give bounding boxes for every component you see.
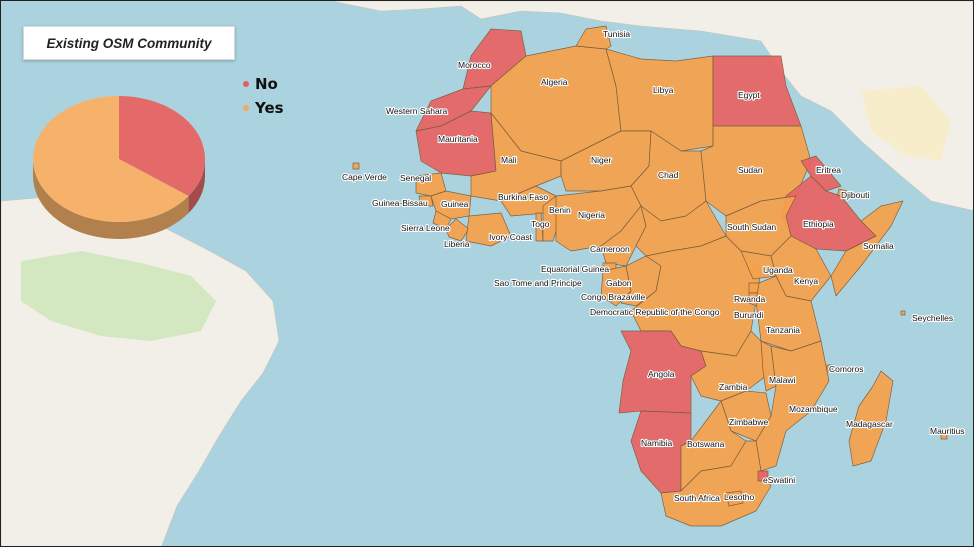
country-label-western-sahara: Western Sahara	[386, 106, 448, 116]
country-label-senegal: Senegal	[400, 173, 431, 183]
pie-side-no	[188, 159, 205, 214]
country-label-malawi: Malawi	[769, 375, 796, 385]
country-gabon[interactable]	[600, 265, 632, 307]
country-label-algeria: Algeria	[541, 77, 568, 87]
country-label-sudan: Sudan	[738, 165, 763, 175]
country-label-madagascar: Madagascar	[846, 419, 893, 429]
country-label-burkina-faso: Burkina Faso	[498, 192, 548, 202]
country-label-equatorial-guinea: Equatorial Guinea	[541, 264, 609, 274]
country-label-angola: Angola	[648, 369, 675, 379]
country-seychelles[interactable]	[900, 310, 906, 316]
country-mozambique[interactable]	[755, 340, 830, 472]
country-label-seychelles: Seychelles	[912, 313, 953, 323]
country-lesotho[interactable]	[725, 490, 744, 507]
country-label-botswana: Botswana	[687, 439, 725, 449]
country-eritrea[interactable]	[800, 155, 842, 192]
south-america-landmass	[1, 195, 280, 546]
country-libya[interactable]	[605, 48, 714, 152]
country-label-eswatini: eSwatini	[763, 475, 795, 485]
country-label-rwanda: Rwanda	[734, 294, 765, 304]
country-mauritius[interactable]	[940, 432, 948, 440]
country-label-mauritania: Mauritania	[438, 134, 478, 144]
country-label-gabon: Gabon	[606, 278, 632, 288]
country-label-morocco: Morocco	[458, 60, 491, 70]
amazon-green	[21, 251, 216, 341]
country-labels: Tunisia Morocco Algeria Libya Egypt Western S…	[341, 28, 966, 504]
legend-item-yes: Yes	[243, 99, 284, 117]
country-egypt[interactable]	[712, 55, 802, 127]
country-cape-verde[interactable]	[352, 162, 360, 170]
country-label-guinea-bissau: Guinea-Bissau	[372, 198, 428, 208]
country-label-namibia: Namibia	[641, 438, 672, 448]
country-label-sierra-leone: Sierra Leone	[401, 223, 450, 233]
country-label-south-sudan: South Sudan	[727, 222, 776, 232]
country-sudan[interactable]	[700, 125, 812, 217]
country-label-libya: Libya	[653, 85, 674, 95]
country-label-ethiopia: Ethiopia	[803, 219, 834, 229]
country-label-sao-tome-and-principe: Sao Tome and Principe	[494, 278, 582, 288]
country-label-mali: Mali	[501, 155, 517, 165]
arabia-desert	[861, 86, 951, 161]
country-madagascar[interactable]	[848, 370, 894, 467]
country-label-burundi: Burundi	[734, 310, 763, 320]
country-ivory-coast[interactable]	[465, 212, 512, 247]
country-label-zambia: Zambia	[719, 382, 748, 392]
country-label-lesotho: Lesotho	[724, 492, 755, 502]
country-label-uganda: Uganda	[763, 265, 793, 275]
country-label-egypt: Egypt	[738, 90, 760, 100]
country-tunisia[interactable]	[575, 25, 612, 50]
title-box: Existing OSM Community	[23, 26, 235, 60]
country-label-tunisia: Tunisia	[603, 29, 630, 39]
country-guinea-bissau[interactable]	[418, 195, 434, 207]
country-label-cameroon: Cameroon	[590, 244, 630, 254]
country-label-congo-brazaville: Congo Brazaville	[581, 292, 646, 302]
country-label-eritrea: Eritrea	[816, 165, 841, 175]
country-comoros[interactable]	[826, 364, 834, 372]
country-somalia[interactable]	[830, 200, 904, 297]
country-liberia[interactable]	[445, 218, 470, 242]
map-title: Existing OSM Community	[46, 35, 212, 51]
legend-item-no: No	[243, 75, 278, 93]
country-label-mozambique: Mozambique	[789, 404, 838, 414]
countries-layer	[352, 25, 948, 527]
country-malawi[interactable]	[760, 340, 777, 392]
country-label-kenya: Kenya	[794, 276, 818, 286]
country-label-togo: Togo	[531, 219, 550, 229]
europe-arabia-landmass	[330, 1, 973, 211]
country-label-guinea: Guinea	[441, 199, 469, 209]
legend-label-yes: Yes	[255, 99, 284, 117]
country-label-south-africa: South Africa	[674, 493, 720, 503]
country-label-tanzania: Tanzania	[766, 325, 800, 335]
country-label-nigeria: Nigeria	[578, 210, 605, 220]
pie-slice-no	[119, 96, 205, 197]
country-label-democratic-republic-of-the-congo: Democratic Republic of the Congo	[590, 307, 720, 317]
pie-side-yes	[32, 159, 189, 239]
country-label-zimbabwe: Zimbabwe	[729, 417, 768, 427]
country-label-niger: Niger	[591, 155, 611, 165]
country-label-ivory-coast: Ivory Coast	[489, 232, 533, 242]
legend-label-no: No	[255, 75, 278, 93]
pie-chart	[32, 96, 205, 239]
country-label-liberia: Liberia	[444, 239, 470, 249]
country-label-cape-verde: Cape Verde	[342, 172, 387, 182]
country-label-benin: Benin	[549, 205, 571, 215]
legend-swatch-yes	[243, 105, 249, 111]
country-label-djibouti: Djibouti	[841, 190, 869, 200]
pie-slice-yes	[32, 96, 189, 222]
country-label-comoros: Comoros	[829, 364, 863, 374]
country-label-mauritius: Mauritius	[930, 426, 964, 436]
legend-swatch-no	[243, 81, 249, 87]
country-label-somalia: Somalia	[863, 241, 894, 251]
country-eswatini[interactable]	[757, 470, 769, 482]
country-label-chad: Chad	[658, 170, 679, 180]
